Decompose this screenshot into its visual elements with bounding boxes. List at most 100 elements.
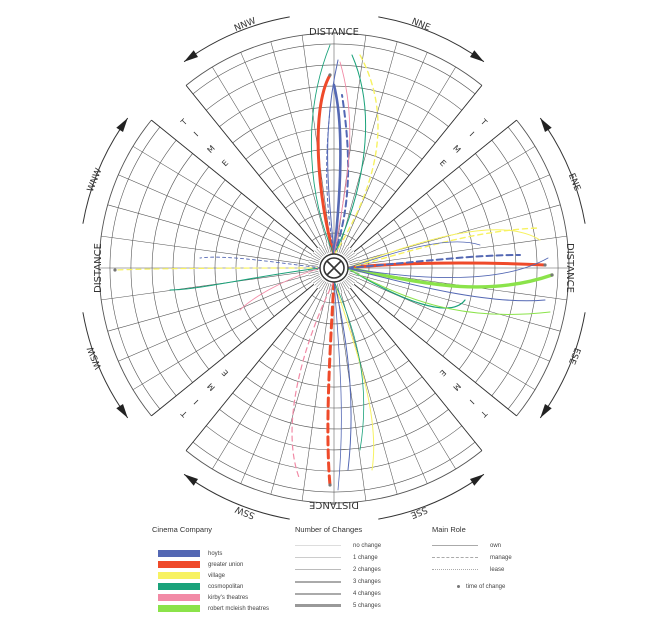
grid-spoke [240,52,324,245]
grid-spoke [356,281,536,390]
direction-arrow [378,473,485,520]
time-of-change-dot [543,263,547,267]
hub-tick [309,272,319,277]
role-line-dotted [432,569,478,570]
distance-label-bottom: DISTANCE [309,499,359,510]
company-swatch [158,572,200,579]
company-item-hoyts: hoyts [158,549,222,558]
connection-curve [326,279,336,487]
time-marker-e: E [438,368,448,378]
role-line-solid [432,545,478,546]
hub-tick [348,274,358,279]
company-label: robert mcleish theatres [208,605,270,612]
connection-curve [345,266,554,289]
arrow-arc [539,312,586,419]
connection-curve [346,227,541,269]
time-marker-e: E [220,368,230,378]
connection-curve [333,61,351,256]
grid-boundary [350,287,483,451]
connection-curve [346,257,549,279]
grid-spoke [107,274,310,332]
center-hub [319,253,349,283]
time-marker-i: I [192,398,200,406]
time-marker-m: M [451,144,462,155]
changes-label: no change [353,542,382,549]
arrow-head [116,118,128,132]
connection-curve [326,109,335,256]
time-of-change-item: time of change [457,582,505,591]
connection-curve [346,241,481,269]
connection-curve [333,280,375,471]
arrow-arc [378,473,485,520]
connection-curve [239,267,322,311]
arrow-arc [82,312,129,419]
grid-spoke [118,278,311,362]
connection-curve [346,254,521,269]
arrow-head [540,118,552,132]
company-swatch [158,583,200,590]
grid-sector [185,32,483,249]
hub-tick [337,283,340,294]
arrow-arc [82,117,129,224]
hub-tick [309,259,319,264]
arrow-head [116,404,128,418]
grid-spoke [359,235,567,265]
grid-spoke [340,41,398,244]
connection-curve [333,280,352,471]
direction-arrow [183,16,290,63]
hub-tick [338,283,343,293]
grid-spoke [270,41,328,244]
hub-tick [341,245,348,255]
grid-spoke [337,293,367,501]
hub-tick [318,280,325,290]
hub-tick [314,278,323,286]
hub-tick [346,252,356,259]
connection-curve [199,256,322,269]
hub-tick [314,250,323,258]
distance-label-left: DISTANCE [93,243,104,293]
time-marker-e: E [220,158,230,168]
grid-spoke [118,174,311,258]
hub-tick [310,274,320,279]
direction-label-wnw: WNW [86,167,104,194]
hub-tick [341,281,348,291]
company-label: hoyts [208,550,223,557]
hub-tick [346,277,356,284]
grid-boundary [151,119,315,252]
grid-spoke [101,235,309,265]
grid-boundary [185,85,318,249]
grid-spoke [358,274,561,332]
time-markers-ne: T I M E [438,117,489,169]
direction-arrow [183,473,290,520]
grid-spoke [301,35,331,243]
hub-tick [340,282,345,292]
grid-boundary [353,119,517,252]
time-marker-t: T [179,409,190,420]
grid-spoke [101,271,309,301]
hub-tick [323,244,328,254]
connection-curve [333,280,342,491]
grid-boundary [353,284,517,417]
direction-arrow [539,117,586,224]
hub-tick [349,272,359,277]
grid-spoke [132,281,312,390]
time-marker-t: T [179,117,190,128]
legend-changes-title: Number of Changes [295,525,363,534]
hub-tick [340,244,345,254]
time-markers-se: T I M E [438,368,490,419]
role-item-manage: manage [432,553,512,562]
grid-sector [353,119,570,417]
connection-curve [291,280,335,481]
grid-spoke [212,66,321,246]
role-label: lease [490,566,505,573]
changes-label: 4 changes [353,590,381,597]
direction-arrow [539,312,586,419]
company-swatch [158,561,200,568]
grid-spoke [357,174,550,258]
connection-curve [327,59,339,256]
grid-boundary [350,85,483,249]
time-marker-t: T [478,117,489,128]
grid-boundary [151,284,315,417]
hub-tick [311,254,321,261]
direction-arrow [82,117,129,224]
